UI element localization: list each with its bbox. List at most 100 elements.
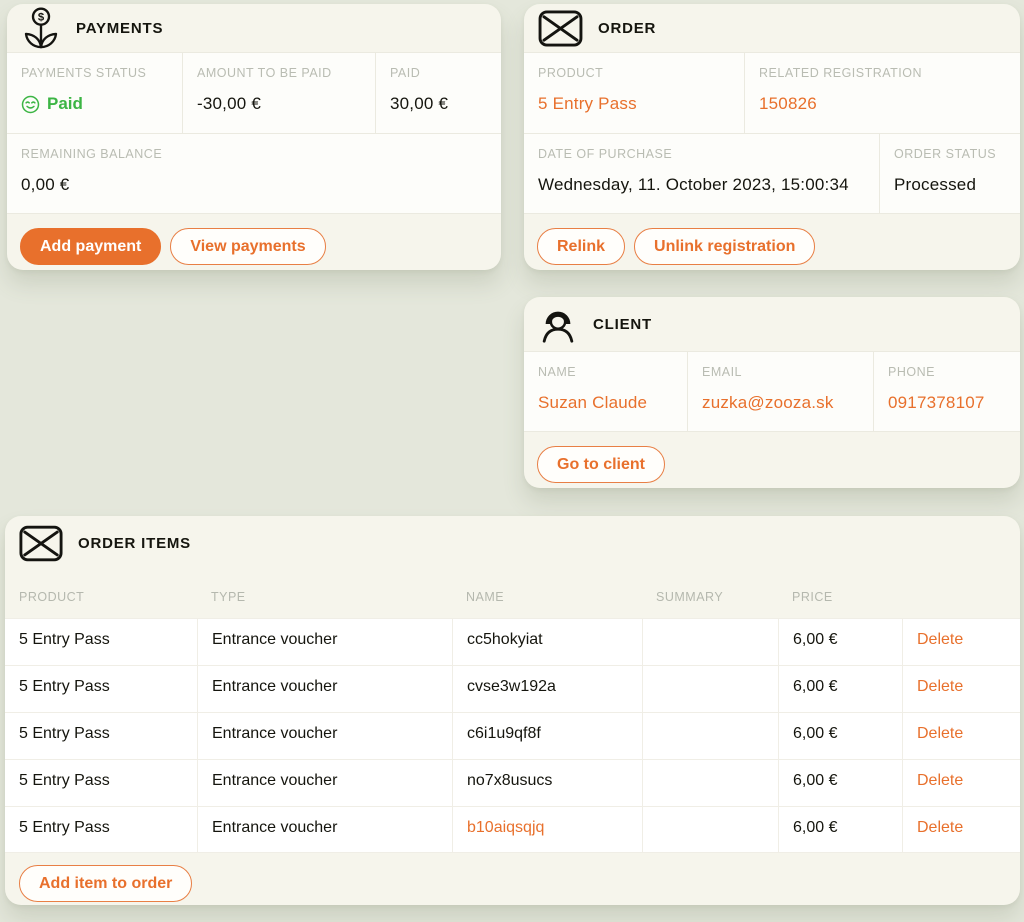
order-product-field: PRODUCT 5 Entry Pass xyxy=(524,52,744,133)
payments-status-text: Paid xyxy=(47,94,83,113)
item-price: 6,00 € xyxy=(778,759,902,806)
smiley-face-icon xyxy=(21,95,40,114)
money-plant-icon: $ xyxy=(21,6,61,50)
payments-paid-value: 30,00 € xyxy=(390,94,449,113)
column-header-type: TYPE xyxy=(211,590,246,604)
column-header-price: PRICE xyxy=(792,590,833,604)
payments-amount-field: AMOUNT TO BE PAID -30,00 € xyxy=(182,52,375,133)
payments-card-header: $ PAYMENTS xyxy=(7,4,501,52)
unlink-registration-button[interactable]: Unlink registration xyxy=(634,228,816,265)
order-status-field: ORDER STATUS Processed xyxy=(879,133,1020,214)
order-product-label: PRODUCT xyxy=(538,66,604,80)
order-item-row: 5 Entry Pass Entrance voucher b10aiqsqjq… xyxy=(5,806,1020,853)
item-type: Entrance voucher xyxy=(197,806,452,853)
item-product: 5 Entry Pass xyxy=(5,665,197,712)
item-name-link[interactable]: b10aiqsqjq xyxy=(452,806,642,853)
order-status-label: ORDER STATUS xyxy=(894,147,997,161)
client-fields-row: NAME Suzan Claude EMAIL zuzka@zooza.sk P… xyxy=(524,351,1020,432)
payments-remaining-row: REMAINING BALANCE 0,00 € xyxy=(7,133,501,214)
order-items-card-header: ORDER ITEMS xyxy=(5,516,1020,570)
item-name: cvse3w192a xyxy=(452,665,642,712)
add-payment-button[interactable]: Add payment xyxy=(20,228,162,265)
order-date-label: DATE OF PURCHASE xyxy=(538,147,673,161)
item-summary xyxy=(642,665,778,712)
person-icon xyxy=(538,304,578,344)
order-fields-row2: DATE OF PURCHASE Wednesday, 11. October … xyxy=(524,133,1020,214)
client-card-header: CLIENT xyxy=(524,297,1020,351)
item-summary xyxy=(642,712,778,759)
order-card: ORDER PRODUCT 5 Entry Pass RELATED REGIS… xyxy=(524,4,1020,270)
item-product: 5 Entry Pass xyxy=(5,806,197,853)
client-email-label: EMAIL xyxy=(702,365,743,379)
order-items-card: ORDER ITEMS PRODUCT TYPE NAME SUMMARY PR… xyxy=(5,516,1020,905)
item-product: 5 Entry Pass xyxy=(5,712,197,759)
client-name-field: NAME Suzan Claude xyxy=(524,351,687,432)
client-phone-field: PHONE 0917378107 xyxy=(873,351,1020,432)
relink-button[interactable]: Relink xyxy=(537,228,626,265)
client-email-field: EMAIL zuzka@zooza.sk xyxy=(687,351,873,432)
payments-paid-label: PAID xyxy=(390,66,421,80)
client-card-footer: Go to client xyxy=(524,432,1020,483)
payments-status-label: PAYMENTS STATUS xyxy=(21,66,147,80)
envelope-icon xyxy=(19,525,63,562)
client-name-label: NAME xyxy=(538,365,577,379)
payments-remaining-value: 0,00 € xyxy=(21,175,70,194)
payments-card-footer: Add payment View payments xyxy=(7,214,501,265)
item-product: 5 Entry Pass xyxy=(5,618,197,665)
item-type: Entrance voucher xyxy=(197,665,452,712)
item-name: cc5hokyiat xyxy=(452,618,642,665)
order-item-row: 5 Entry Pass Entrance voucher cvse3w192a… xyxy=(5,665,1020,712)
client-phone-label: PHONE xyxy=(888,365,935,379)
payments-remaining-label: REMAINING BALANCE xyxy=(21,147,163,161)
delete-item-link[interactable]: Delete xyxy=(917,631,964,648)
delete-item-link[interactable]: Delete xyxy=(917,819,964,836)
view-payments-button[interactable]: View payments xyxy=(170,228,326,265)
client-email-link[interactable]: zuzka@zooza.sk xyxy=(702,393,834,412)
payments-card-title: PAYMENTS xyxy=(76,19,164,37)
column-header-actions xyxy=(902,591,1020,597)
delete-item-link[interactable]: Delete xyxy=(917,725,964,742)
delete-item-link[interactable]: Delete xyxy=(917,772,964,789)
add-item-to-order-button[interactable]: Add item to order xyxy=(19,865,193,902)
client-phone-link[interactable]: 0917378107 xyxy=(888,393,985,412)
order-items-card-title: ORDER ITEMS xyxy=(78,534,191,552)
item-name: no7x8usucs xyxy=(452,759,642,806)
order-item-row: 5 Entry Pass Entrance voucher no7x8usucs… xyxy=(5,759,1020,806)
column-header-name: NAME xyxy=(466,590,505,604)
item-summary xyxy=(642,618,778,665)
client-card-title: CLIENT xyxy=(593,315,652,333)
column-header-product: PRODUCT xyxy=(19,590,85,604)
order-registration-link[interactable]: 150826 xyxy=(759,94,817,113)
delete-item-link[interactable]: Delete xyxy=(917,678,964,695)
order-items-table-header: PRODUCT TYPE NAME SUMMARY PRICE xyxy=(5,570,1020,618)
payments-amount-label: AMOUNT TO BE PAID xyxy=(197,66,332,80)
svg-text:$: $ xyxy=(38,12,45,24)
item-name: c6i1u9qf8f xyxy=(452,712,642,759)
item-price: 6,00 € xyxy=(778,618,902,665)
order-items-card-footer: Add item to order xyxy=(5,853,1020,902)
order-product-link[interactable]: 5 Entry Pass xyxy=(538,94,637,113)
client-card: CLIENT NAME Suzan Claude EMAIL zuzka@zoo… xyxy=(524,297,1020,488)
payments-remaining-field: REMAINING BALANCE 0,00 € xyxy=(7,133,501,214)
item-type: Entrance voucher xyxy=(197,712,452,759)
payments-amount-value: -30,00 € xyxy=(197,94,261,113)
item-price: 6,00 € xyxy=(778,712,902,759)
client-name-link[interactable]: Suzan Claude xyxy=(538,393,648,412)
order-date-value: Wednesday, 11. October 2023, 15:00:34 xyxy=(538,175,849,194)
order-status-value: Processed xyxy=(894,175,977,194)
order-card-title: ORDER xyxy=(598,19,657,37)
order-registration-label: RELATED REGISTRATION xyxy=(759,66,923,80)
item-type: Entrance voucher xyxy=(197,618,452,665)
item-type: Entrance voucher xyxy=(197,759,452,806)
payments-status-value: Paid xyxy=(21,94,166,114)
item-price: 6,00 € xyxy=(778,665,902,712)
payments-status-field: PAYMENTS STATUS Paid xyxy=(7,52,182,133)
go-to-client-button[interactable]: Go to client xyxy=(537,446,665,483)
envelope-icon xyxy=(538,9,583,47)
payments-card: $ PAYMENTS PAYMENTS STATUS Paid xyxy=(7,4,501,270)
order-item-row: 5 Entry Pass Entrance voucher c6i1u9qf8f… xyxy=(5,712,1020,759)
item-price: 6,00 € xyxy=(778,806,902,853)
payments-fields-row: PAYMENTS STATUS Paid AMOUNT TO BE PAID -… xyxy=(7,52,501,133)
order-item-row: 5 Entry Pass Entrance voucher cc5hokyiat… xyxy=(5,618,1020,665)
